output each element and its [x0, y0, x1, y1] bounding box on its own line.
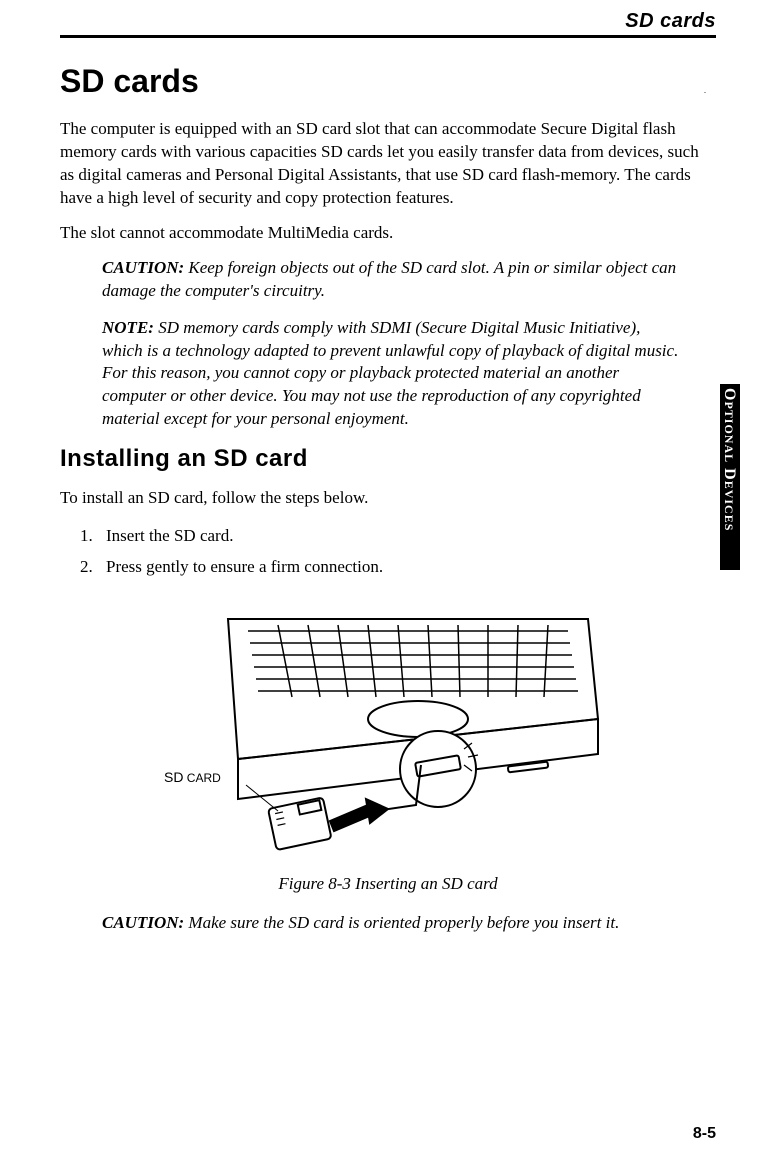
laptop-sd-illustration — [168, 599, 608, 859]
tab-word2-sc: EVICES — [722, 481, 736, 532]
step-1-text: Insert the SD card. — [106, 526, 233, 545]
step-1-number: 1. — [80, 522, 106, 549]
running-header: SD cards — [60, 10, 716, 38]
step-2-text: Press gently to ensure a firm connection… — [106, 557, 383, 576]
running-title: SD cards — [60, 10, 716, 33]
note-text: SD memory cards comply with SDMI (Secure… — [102, 318, 678, 429]
sd-label-main: SD — [164, 769, 183, 785]
caution-block-1: CAUTION: Keep foreign objects out of the… — [102, 257, 682, 303]
note-block: NOTE: SD memory cards comply with SDMI (… — [102, 317, 682, 432]
caution-2-label: CAUTION: — [102, 913, 184, 932]
note-label: NOTE: — [102, 318, 154, 337]
section-heading: Installing an SD card — [60, 445, 716, 473]
sd-label-sub: CARD — [183, 771, 220, 785]
tab-word2-cap: D — [721, 468, 738, 481]
step-1: 1.Insert the SD card. — [80, 522, 716, 549]
figure-wrap: SD CARD — [60, 599, 716, 864]
figure-caption: Figure 8-3 Inserting an SD card — [60, 874, 716, 894]
caution-text: Keep foreign objects out of the SD card … — [102, 258, 676, 300]
intro-paragraph-2: The slot cannot accommodate MultiMedia c… — [60, 222, 716, 245]
install-steps: 1.Insert the SD card. 2.Press gently to … — [80, 522, 716, 580]
step-2: 2.Press gently to ensure a firm connecti… — [80, 553, 716, 580]
install-lead: To install an SD card, follow the steps … — [60, 487, 716, 510]
page-title: SD cards — [60, 63, 716, 100]
caution-label: CAUTION: — [102, 258, 184, 277]
caution-2-text: Make sure the SD card is oriented proper… — [184, 913, 619, 932]
decorative-dot: . — [704, 86, 706, 95]
page-number: 8-5 — [693, 1125, 716, 1143]
sd-card-callout-label: SD CARD — [164, 769, 221, 785]
thumb-tab-label: OPTIONAL DEVICES — [720, 388, 738, 531]
tab-word1-cap: O — [721, 388, 738, 401]
intro-paragraph-1: The computer is equipped with an SD card… — [60, 118, 716, 210]
step-2-number: 2. — [80, 553, 106, 580]
tab-word1-sc: PTIONAL — [722, 401, 736, 463]
caution-block-2: CAUTION: Make sure the SD card is orient… — [102, 912, 682, 935]
